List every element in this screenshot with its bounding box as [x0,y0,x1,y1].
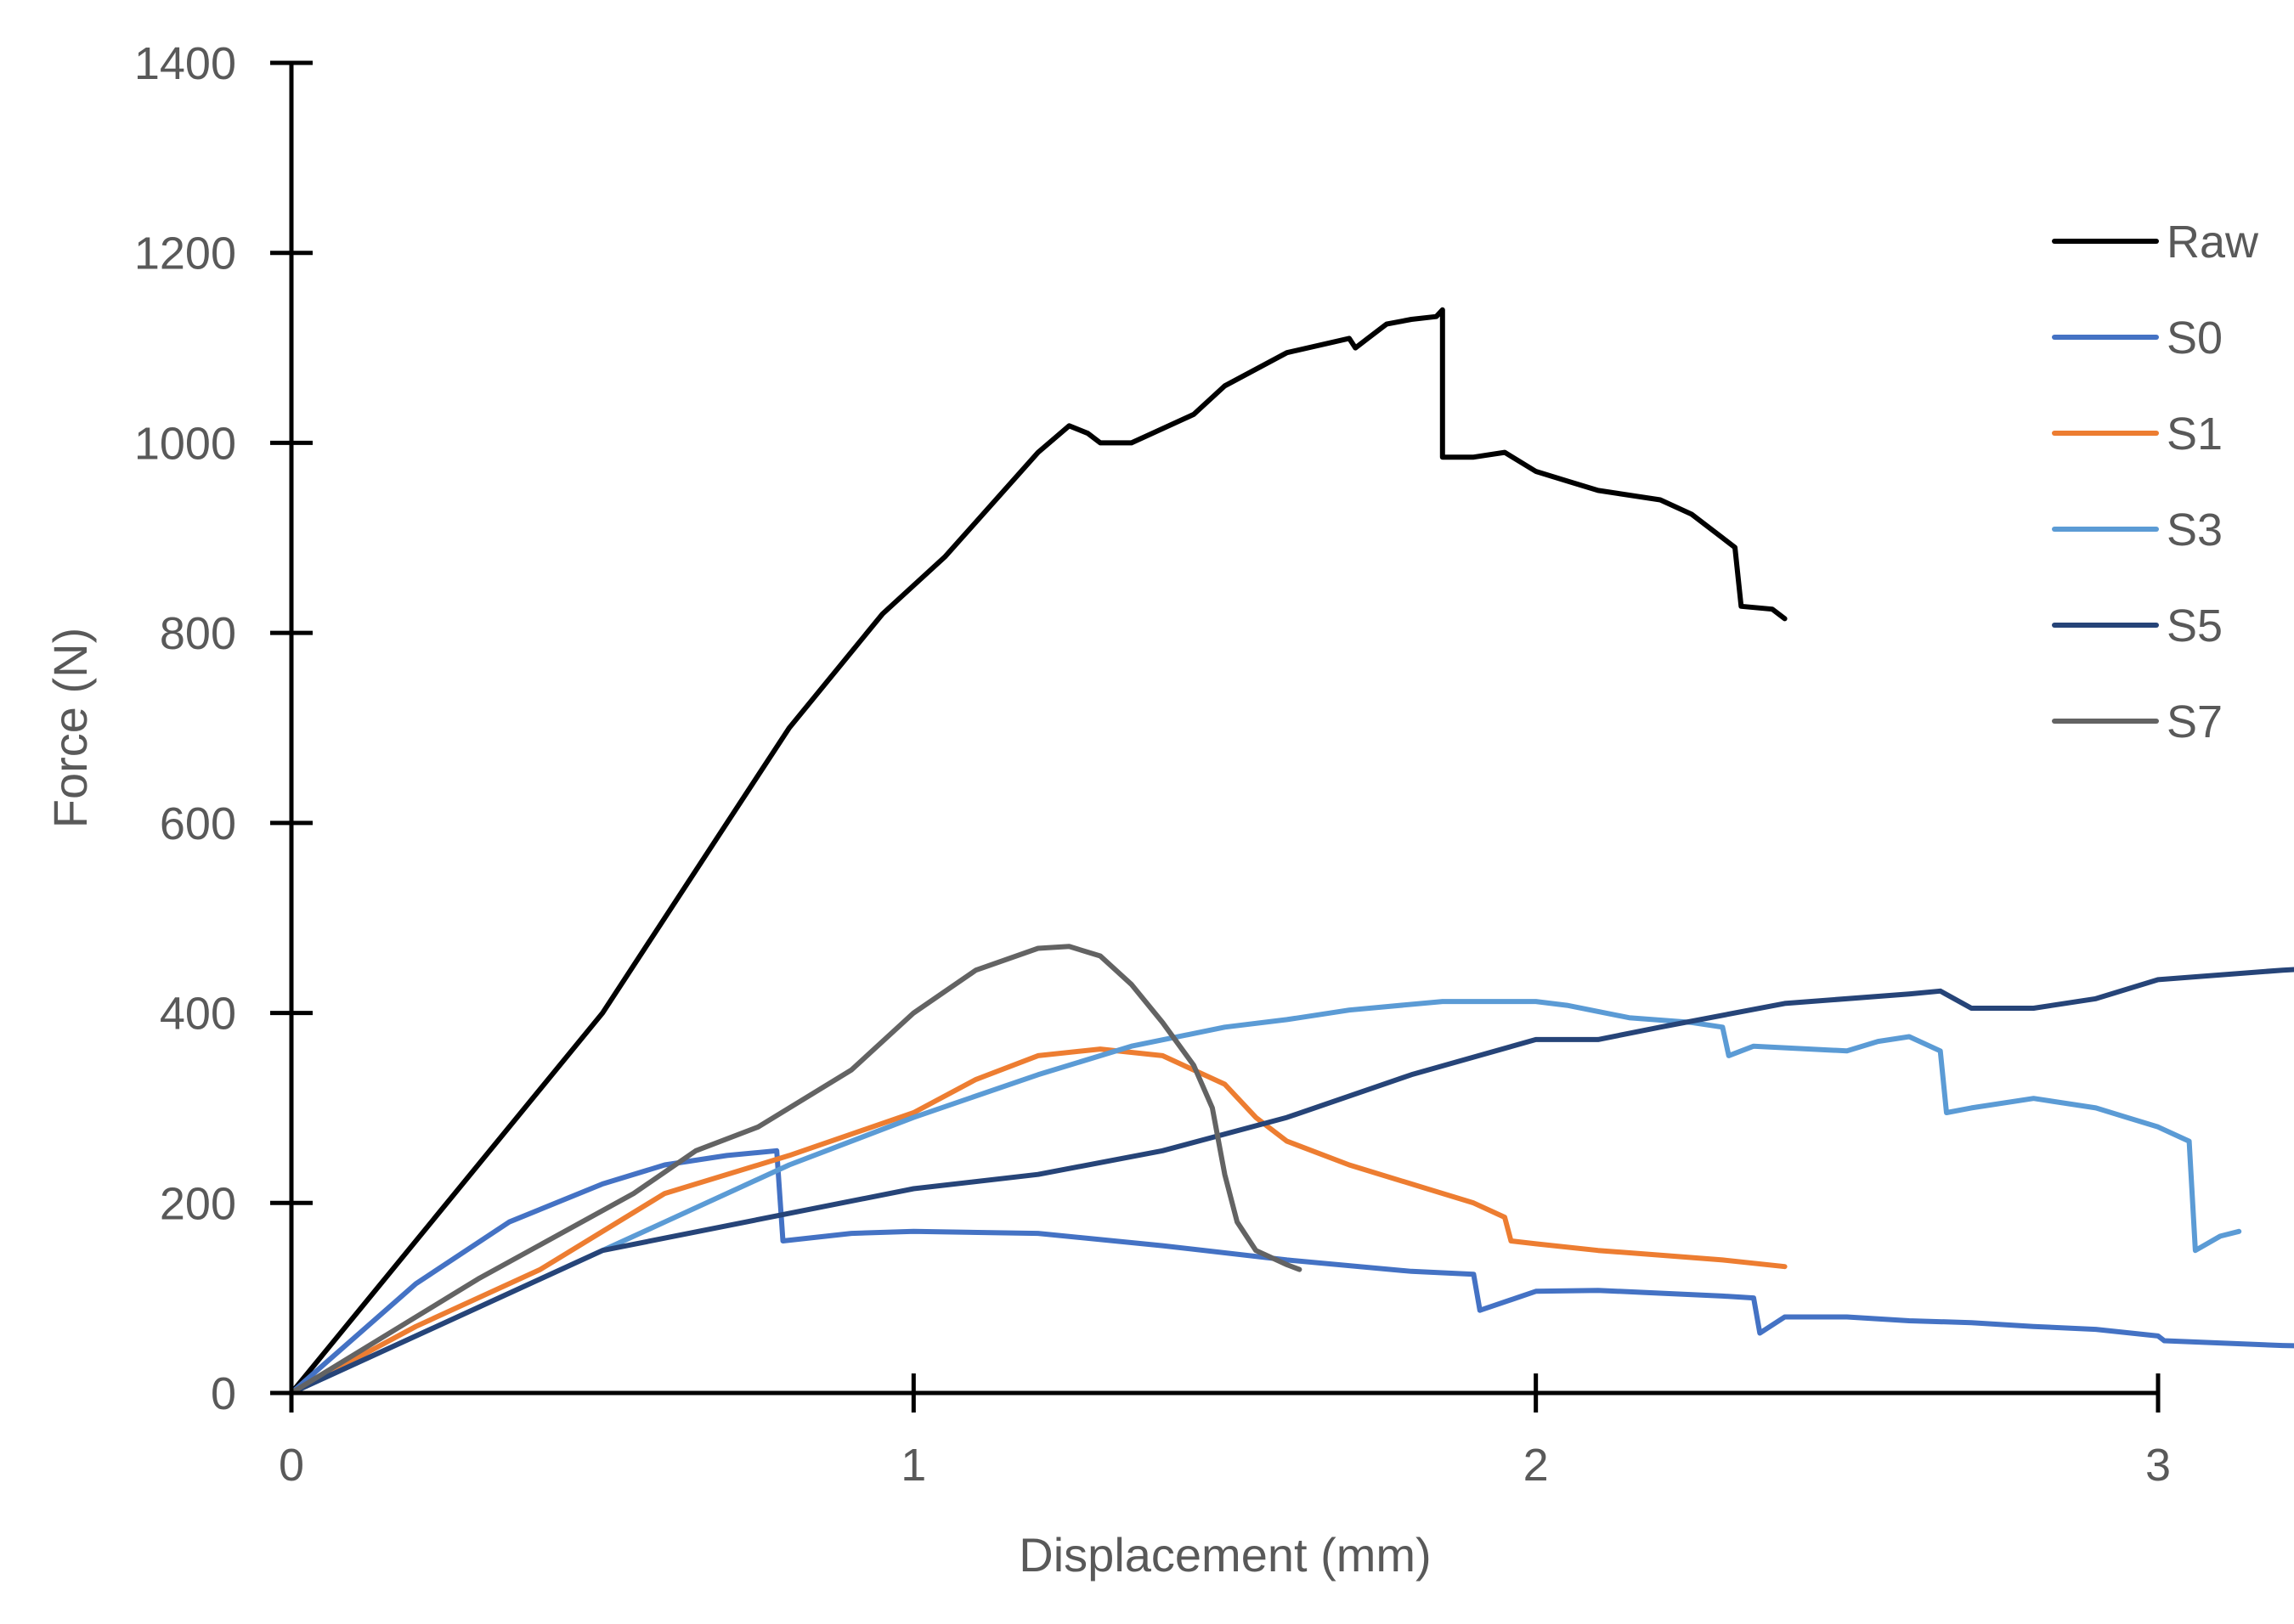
y-tick-label: 0 [211,1368,236,1419]
y-axis-title: Force (N) [43,628,97,828]
series-line-s7 [289,944,1302,1396]
x-ticks: 0 1 2 3 [279,1373,2171,1491]
y-tick-label: 200 [160,1178,236,1229]
legend-label-s5: S5 [2167,601,2223,651]
y-tick-label: 800 [160,608,236,659]
x-tick-label: 0 [279,1440,304,1491]
series-line-s5 [289,967,2294,1396]
y-tick-label: 1200 [134,228,236,279]
legend-label-s3: S3 [2167,505,2223,555]
x-axis-title: Displacement (mm) [1019,1528,1431,1582]
x-tick-label: 2 [1523,1440,1549,1491]
series-line-raw [289,307,1788,1396]
series-line-s3 [289,999,2242,1396]
series-line-s0 [289,1148,2294,1396]
legend-label-raw: Raw [2167,217,2259,268]
y-tick-label: 600 [160,798,236,849]
legend: Raw S0 S1 S3 S5 S7 [2052,217,2259,747]
x-tick-label: 1 [901,1440,926,1491]
y-ticks: 0 200 400 600 800 1000 1200 1400 [134,38,313,1419]
series-layer [289,307,2294,1396]
legend-label-s0: S0 [2167,313,2223,364]
x-tick-label: 3 [2145,1440,2171,1491]
y-tick-label: 400 [160,989,236,1040]
y-tick-label: 1400 [134,38,236,89]
legend-label-s1: S1 [2167,409,2223,460]
legend-label-s7: S7 [2167,696,2223,747]
series-line-s1 [289,1046,1788,1396]
y-tick-label: 1000 [134,418,236,469]
